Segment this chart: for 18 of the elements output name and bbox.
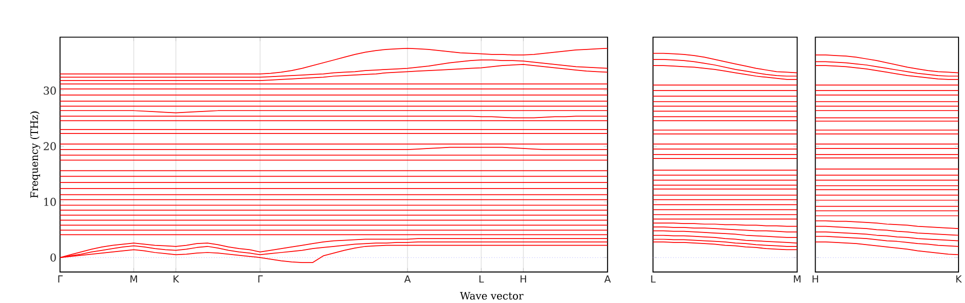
x-tick-label: M [794,275,800,283]
x-tick-label: H [812,275,818,283]
x-tick-label: L [651,275,656,283]
x-tick-label: Γ [58,275,63,283]
x-tick-label: M [130,275,138,283]
y-axis-title: Frequency (THz) [30,112,40,198]
x-tick-label: K [174,275,180,283]
x-tick-label: H [520,275,526,283]
y-tick-label: 0 [50,254,56,262]
x-tick-label: Γ [258,275,263,283]
x-axis-title: Wave vector [460,292,524,300]
y-tick-label: 20 [44,142,56,150]
x-tick-label: A [404,275,411,283]
x-tick-label: L [479,275,484,283]
y-tick-label: 10 [44,198,56,206]
y-tick-label: 30 [44,86,56,95]
x-tick-label: K [956,275,962,283]
x-tick-label: A [604,275,611,283]
